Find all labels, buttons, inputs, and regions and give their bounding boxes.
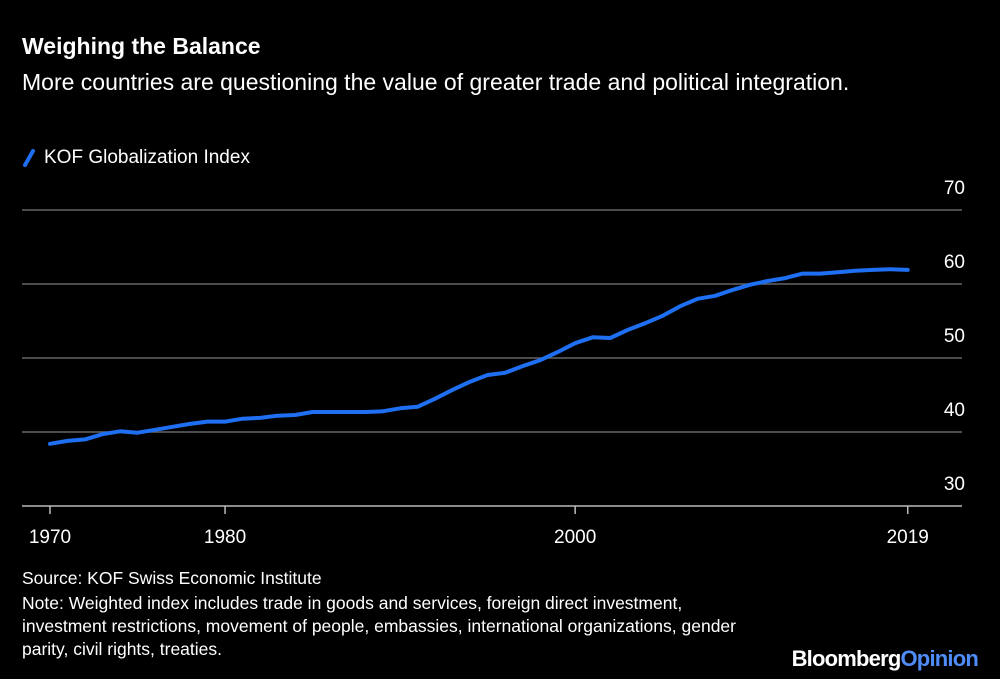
y-tick-label: 60 — [944, 252, 965, 273]
y-tick-label: 30 — [944, 474, 965, 495]
x-tick-label: 1970 — [29, 527, 71, 548]
legend-label: KOF Globalization Index — [44, 147, 250, 168]
legend: KOF Globalization Index — [22, 147, 250, 169]
brand-name: Bloomberg — [791, 646, 902, 671]
y-tick-label: 40 — [944, 400, 965, 421]
chart-subtitle: More countries are questioning the value… — [22, 69, 850, 95]
x-tick-label: 2019 — [887, 527, 929, 548]
note: Note: Weighted index includes trade in g… — [22, 593, 736, 659]
brand-logo: BloombergOpinion — [791, 646, 979, 672]
legend-swatch — [23, 149, 35, 167]
source: Source: KOF Swiss Economic Institute — [22, 568, 322, 588]
y-tick-label: 50 — [944, 326, 965, 347]
x-tick-label: 2000 — [554, 527, 596, 548]
y-tick-label: 70 — [944, 178, 965, 199]
x-tick-label: 1980 — [204, 527, 246, 548]
brand-suffix: Opinion — [900, 646, 979, 671]
chart: 30 40 50 60 70 1970 1980 2000 2019 — [22, 178, 965, 548]
data-line — [48, 267, 910, 446]
chart-title: Weighing the Balance — [22, 33, 261, 59]
